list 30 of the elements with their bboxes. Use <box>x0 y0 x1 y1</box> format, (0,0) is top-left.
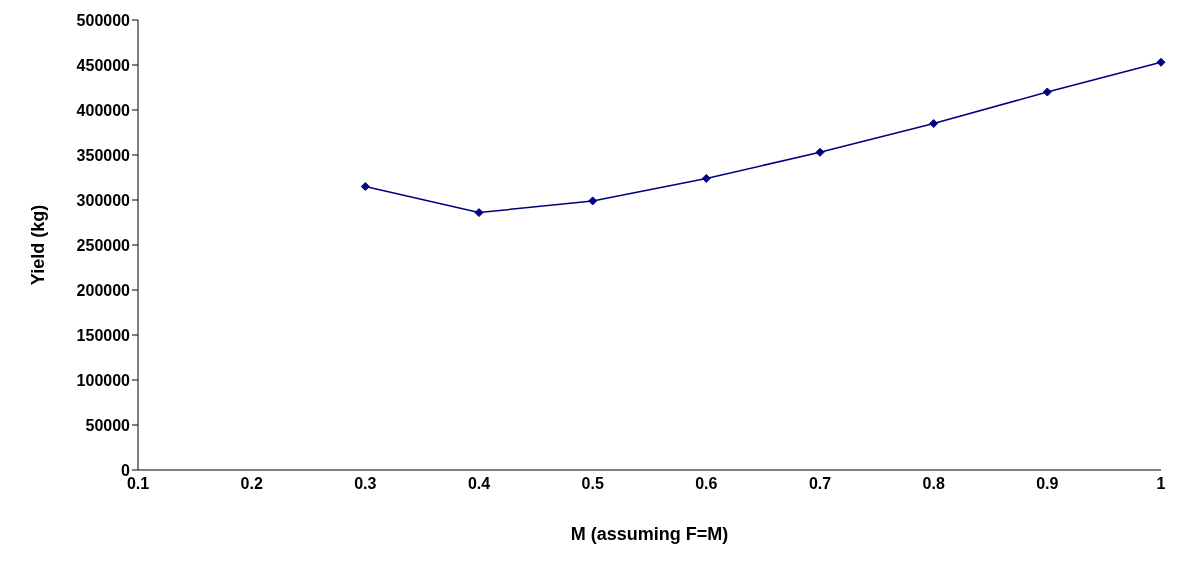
x-tick-label: 1 <box>1156 475 1166 493</box>
x-tick-label: 0.2 <box>240 475 263 493</box>
point <box>360 182 370 191</box>
x-tick-label: 0.5 <box>581 475 604 493</box>
x-tick-label: 0.1 <box>126 475 150 493</box>
x-tick-label: 0.9 <box>1036 475 1059 493</box>
y-tick-label: 300000 <box>76 191 131 209</box>
y-tick-label: 200000 <box>76 281 131 299</box>
x-tick-label: 0.8 <box>922 475 945 493</box>
y-tick-label: 450000 <box>76 56 131 74</box>
x-tick-label: 0.6 <box>695 475 718 493</box>
point <box>815 147 825 157</box>
point <box>929 119 939 128</box>
y-tick-label: 100000 <box>76 371 131 389</box>
y-tick-label: 150000 <box>76 326 131 344</box>
x-axis-title: M (assuming F=M) <box>570 524 729 544</box>
point <box>1156 57 1166 67</box>
x-tick-label: 0.4 <box>467 475 491 493</box>
y-tick-label: 350000 <box>76 146 131 164</box>
point <box>1042 87 1052 97</box>
point <box>588 196 598 206</box>
x-tick-label: 0.3 <box>354 475 377 493</box>
y-axis-title: Yield (kg) <box>28 204 49 286</box>
y-tick-label: 50000 <box>85 416 131 434</box>
x-tick-label: 0.7 <box>808 475 832 493</box>
y-tick-label: 500000 <box>76 11 131 29</box>
point <box>701 173 711 183</box>
y-tick-label: 400000 <box>76 101 131 119</box>
y-tick-label: 250000 <box>76 236 131 254</box>
point <box>474 208 484 218</box>
